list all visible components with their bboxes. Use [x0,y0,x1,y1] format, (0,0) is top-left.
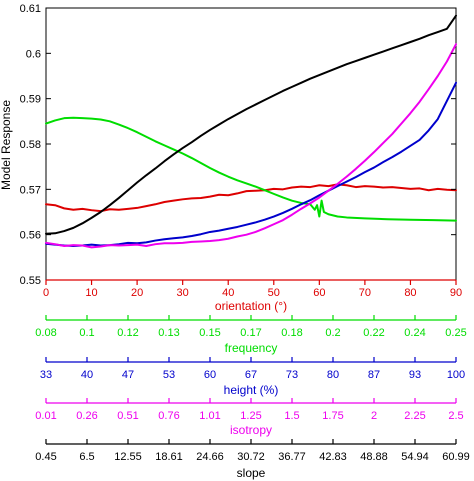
plot-frame [45,7,457,281]
x-tick-label: 40 [222,287,234,299]
y-tick-label: 0.6 [26,48,41,60]
x-tick-label: 42.83 [319,451,347,463]
x-tick-label: 1.25 [240,410,261,422]
x-axis-height: 33 40 47 53 60 67 73 80 87 93 100 height (%) [40,357,465,397]
x-tick-label: 90 [450,287,462,299]
x-tick-label: 70 [359,287,371,299]
x-tick-label: 36.77 [278,451,306,463]
x-tick-label: 0 [43,287,49,299]
x-tick-label: 33 [40,369,52,381]
x-axis-isotropy: 0.01 0.26 0.51 0.76 1.01 1.25 1.5 1.75 2 2.25 2.5 i… [35,398,464,437]
x-tick-label: 93 [409,369,421,381]
x-tick-label: 12.55 [114,451,142,463]
y-axis: 0.55 0.56 0.57 0.58 0.59 0.6 0.61 [20,3,456,287]
x-tick-label: 0.15 [199,327,220,339]
x-tick-label: 0.18 [281,327,302,339]
y-tick-label: 0.59 [20,94,41,106]
x-tick-label: 30.72 [237,451,265,463]
x-tick-label: 30 [177,287,189,299]
x-tick-label: 47 [122,369,134,381]
x-tick-label: 18.61 [155,451,183,463]
x-axis-title-isotropy: isotropy [230,423,272,437]
x-axis-title-frequency: frequency [225,341,278,355]
series-line-3 [45,43,457,249]
x-tick-label: 60 [204,369,216,381]
x-tick-label: 0.1 [79,327,94,339]
x-tick-label: 1.5 [284,410,299,422]
y-tick-label: 0.58 [20,139,41,151]
x-tick-label: 0.25 [445,327,466,339]
x-tick-label: 100 [447,369,465,381]
series-line-4 [45,14,457,235]
x-axis-title-orientation: orientation (°) [215,299,287,313]
x-tick-label: 50 [268,287,280,299]
x-tick-label: 40 [81,369,93,381]
x-tick-label: 0.51 [117,410,138,422]
x-axis-frequency: 0.08 0.1 0.12 0.13 0.15 0.17 0.18 0.2 0.22 0.24 0.… [35,315,467,355]
x-tick-label: 2.5 [448,410,463,422]
x-axis-title-slope: slope [237,466,266,480]
x-tick-label: 0.22 [363,327,384,339]
x-tick-label: 0.17 [240,327,261,339]
x-tick-label: 0.76 [158,410,179,422]
x-tick-label: 60 [313,287,325,299]
plot-area-border [45,7,457,281]
x-tick-label: 87 [368,369,380,381]
x-tick-label: 0.45 [35,451,56,463]
x-tick-label: 0.13 [158,327,179,339]
x-tick-label: 80 [404,287,416,299]
x-tick-label: 48.88 [360,451,388,463]
x-tick-label: 0.2 [325,327,340,339]
x-tick-label: 1.75 [322,410,343,422]
x-tick-label: 60.99 [442,451,470,463]
x-axis-orientation: 0 10 20 30 40 50 60 70 80 90 orientation (°) [43,279,462,313]
x-tick-label: 10 [85,287,97,299]
x-tick-label: 0.08 [35,327,56,339]
y-tick-label: 0.61 [20,3,41,15]
x-tick-label: 67 [245,369,257,381]
x-tick-label: 53 [163,369,175,381]
x-tick-label: 80 [327,369,339,381]
x-tick-label: 0.26 [76,410,97,422]
x-tick-label: 0.24 [404,327,425,339]
x-tick-label: 54.94 [401,451,429,463]
series-layer [45,14,457,249]
x-tick-label: 6.5 [79,451,94,463]
series-line-0 [45,183,457,213]
series-line-1 [45,116,457,222]
x-tick-label: 1.01 [199,410,220,422]
y-axis-title: Model Response [0,100,13,190]
x-tick-label: 20 [131,287,143,299]
x-tick-label: 2.25 [404,410,425,422]
y-tick-label: 0.55 [20,275,41,287]
x-axis-title-height: height (%) [224,383,279,397]
x-tick-label: 2 [371,410,377,422]
x-tick-label: 0.01 [35,410,56,422]
x-tick-label: 24.66 [196,451,224,463]
x-tick-label: 73 [286,369,298,381]
y-tick-label: 0.57 [20,184,41,196]
y-tick-label: 0.56 [20,230,41,242]
x-axis-slope: 0.45 6.5 12.55 18.61 24.66 30.72 36.77 42.83 48.… [35,439,470,480]
x-tick-label: 0.12 [117,327,138,339]
